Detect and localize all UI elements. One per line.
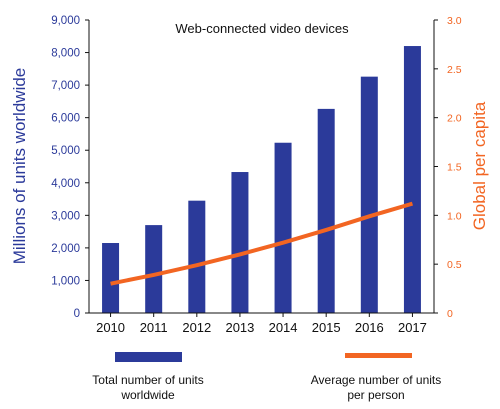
x-tick-label: 2017 — [398, 320, 427, 335]
x-tick-label: 2010 — [96, 320, 125, 335]
legend-line-label-line1: Average number of units — [311, 373, 442, 387]
right-tick-label: 0.5 — [447, 259, 462, 271]
left-tick-label: 1,000 — [51, 275, 80, 287]
bar-2015 — [317, 108, 335, 313]
right-tick-label: 1.5 — [447, 162, 462, 174]
left-tick-label: 8,000 — [51, 48, 80, 60]
chart-title: Web-connected video devices — [175, 21, 349, 36]
right-ticks: 0 0.5 1.0 1.5 2.0 2.5 3.0 — [434, 15, 462, 320]
line-layer — [110, 201, 414, 286]
left-tick-label: 0 — [74, 308, 80, 320]
legend-bar-label-line1: Total number of units — [92, 373, 203, 387]
legend-line-swatch — [345, 353, 412, 358]
y-axis-label-left: Millions of units worldwide — [10, 68, 29, 265]
legend-line-label-line2: per person — [347, 388, 404, 402]
bar-2017 — [403, 46, 421, 313]
bar-2012 — [188, 200, 206, 313]
x-tick-label: 2015 — [312, 320, 341, 335]
right-tick-label: 2.0 — [447, 113, 462, 125]
bar-2013 — [231, 172, 249, 313]
right-tick-label: 1.0 — [447, 210, 462, 222]
bar-2014 — [274, 142, 292, 313]
x-tick-label: 2014 — [269, 320, 298, 335]
left-tick-label: 5,000 — [51, 145, 80, 157]
right-tick-label: 0 — [447, 308, 453, 320]
per-capita-line — [110, 201, 414, 286]
left-tick-label: 4,000 — [51, 178, 80, 190]
left-tick-label: 2,000 — [51, 243, 80, 255]
bars-layer — [102, 46, 421, 314]
left-tick-label: 3,000 — [51, 210, 80, 222]
legend-bar-swatch — [115, 352, 182, 362]
x-tick-label: 2012 — [182, 320, 211, 335]
x-ticks: 2010 2011 2012 2013 2014 2015 2016 2017 — [96, 313, 427, 335]
bar-2016 — [360, 76, 378, 314]
legend-bar-label-line2: worldwide — [120, 388, 175, 402]
x-tick-label: 2011 — [140, 320, 168, 335]
bar-2010 — [102, 243, 120, 313]
left-ticks: 0 1,000 2,000 3,000 4,000 5,000 6,000 7,000 8,00… — [51, 15, 89, 320]
left-tick-label: 6,000 — [51, 113, 80, 125]
x-tick-label: 2016 — [355, 320, 384, 335]
x-tick-label: 2013 — [225, 320, 254, 335]
y-axis-label-right: Global per capita — [470, 101, 489, 230]
right-tick-label: 3.0 — [447, 15, 462, 27]
bar-2011 — [145, 225, 163, 313]
right-tick-label: 2.5 — [447, 64, 462, 76]
left-tick-label: 9,000 — [51, 15, 80, 27]
left-tick-label: 7,000 — [51, 80, 80, 92]
